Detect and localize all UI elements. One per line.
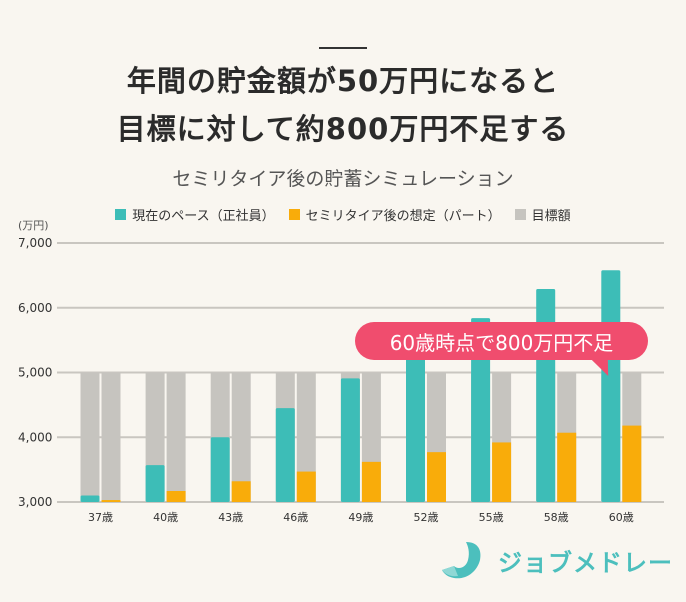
headline-line-1: 年間の貯金額が50万円になると <box>126 64 560 98</box>
x-tick-label: 55歳 <box>479 511 504 524</box>
target-bar <box>80 372 100 502</box>
y-tick-label: 7,000 <box>18 236 52 250</box>
legend: 現在のペース（正社員） セミリタイア後の想定（パート） 目標額 <box>0 205 686 224</box>
current-pace-bar <box>471 318 491 502</box>
semiretire-bar <box>622 425 642 502</box>
semiretire-bar <box>427 452 446 502</box>
y-axis-unit-label: (万円) <box>18 219 49 232</box>
target-bar <box>166 372 186 502</box>
legend-item-target: 目標額 <box>514 205 571 224</box>
x-tick-label: 40歳 <box>153 511 178 524</box>
semiretire-bar <box>296 471 316 502</box>
semiretire-bar <box>492 442 512 502</box>
target-bar <box>231 372 251 502</box>
semiretire-bar <box>557 432 577 502</box>
current-pace-bar <box>601 270 621 502</box>
x-tick-label: 43歳 <box>218 511 243 524</box>
current-pace-bar <box>340 378 360 502</box>
current-pace-bar <box>145 465 165 502</box>
current-pace-bar <box>536 288 556 502</box>
jobmedley-logo-icon <box>442 542 481 579</box>
x-tick-label: 37歳 <box>88 511 113 524</box>
legend-label: 目標額 <box>531 209 571 224</box>
x-tick-label: 58歳 <box>544 511 569 524</box>
brand-logo: ジョブメドレー <box>440 540 673 580</box>
headline-line-2: 目標に対して約800万円不足する <box>116 112 570 146</box>
semiretire-bar <box>166 490 186 502</box>
target-bar <box>101 372 121 502</box>
legend-label: 現在のペース（正社員） <box>132 209 275 224</box>
x-tick-label: 49歳 <box>348 511 373 524</box>
current-pace-bar <box>80 495 100 502</box>
target-bar <box>296 372 316 502</box>
semiretire-bar <box>361 461 381 502</box>
legend-item-current: 現在のペース（正社員） <box>115 205 275 224</box>
chart-title: セミリタイア後の貯蓄シミュレーション <box>172 168 514 190</box>
legend-swatch-teal <box>115 209 127 220</box>
current-pace-bar <box>210 437 230 502</box>
x-tick-label: 52歳 <box>414 511 439 524</box>
brand-name: ジョブメドレー <box>498 548 673 577</box>
title-rule <box>319 47 367 49</box>
current-pace-bar <box>275 408 295 502</box>
x-tick-label: 60歳 <box>609 511 634 524</box>
current-pace-bar <box>406 347 425 502</box>
legend-item-semiretire: セミリタイア後の想定（パート） <box>288 205 501 224</box>
y-tick-label: 6,000 <box>18 301 52 315</box>
semiretire-bar <box>101 500 121 502</box>
legend-label: セミリタイア後の想定（パート） <box>305 209 501 224</box>
legend-swatch-orange <box>288 209 300 220</box>
y-tick-label: 4,000 <box>18 430 52 444</box>
x-tick-label: 46歳 <box>283 511 308 524</box>
y-tick-label: 3,000 <box>18 495 52 509</box>
legend-swatch-gray <box>514 209 526 220</box>
semiretire-bar <box>231 481 251 502</box>
shortfall-callout: 60歳時点で800万円不足 <box>355 322 648 360</box>
y-tick-label: 5,000 <box>18 366 52 380</box>
